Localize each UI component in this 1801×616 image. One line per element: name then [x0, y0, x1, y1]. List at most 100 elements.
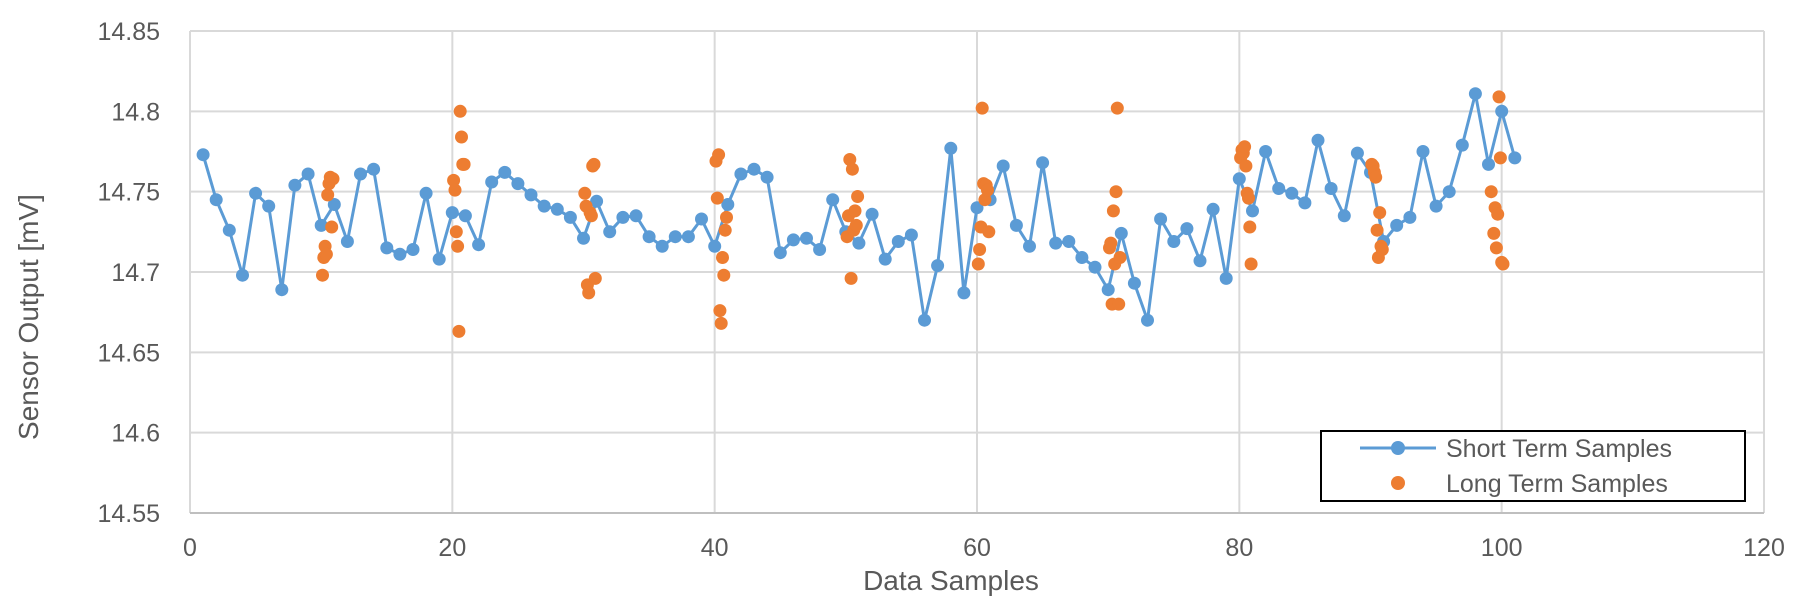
data-point-long-term-samples — [1492, 90, 1506, 104]
data-point-short-term-samples — [668, 230, 682, 244]
data-point-short-term-samples — [786, 233, 800, 247]
data-point-long-term-samples — [1244, 257, 1258, 271]
data-point-short-term-samples — [1285, 186, 1299, 200]
data-point-short-term-samples — [236, 268, 249, 282]
data-point-long-term-samples — [1496, 257, 1510, 271]
legend-label-short-term: Short Term Samples — [1446, 435, 1672, 463]
data-point-long-term-samples — [1110, 101, 1124, 115]
data-point-long-term-samples — [453, 104, 467, 118]
x-axis-title: Data Samples — [863, 565, 1039, 596]
data-point-short-term-samples — [1049, 236, 1063, 250]
data-point-short-term-samples — [380, 241, 394, 255]
data-point-long-term-samples — [457, 157, 471, 171]
data-point-short-term-samples — [1193, 254, 1207, 268]
y-tick-label: 14.75 — [97, 179, 160, 207]
data-point-short-term-samples — [1075, 251, 1089, 264]
data-point-long-term-samples — [718, 223, 732, 237]
data-point-long-term-samples — [578, 186, 592, 200]
data-point-short-term-samples — [957, 286, 971, 300]
data-point-long-term-samples — [1484, 185, 1498, 199]
data-point-long-term-samples — [1491, 207, 1505, 221]
data-point-short-term-samples — [458, 209, 472, 223]
y-tick-labels: 14.55 14.6 14.65 14.7 14.75 14.8 14.85 — [97, 18, 160, 528]
data-point-long-term-samples — [1242, 191, 1255, 205]
data-point-short-term-samples — [616, 210, 630, 224]
data-point-short-term-samples — [1468, 87, 1482, 101]
x-tick-labels: 0 20 40 60 80 100 120 — [183, 534, 1785, 562]
data-point-long-term-samples — [710, 191, 724, 205]
data-point-short-term-samples — [655, 239, 669, 253]
data-point-long-term-samples — [1104, 236, 1118, 250]
x-tick-label: 80 — [1225, 534, 1253, 562]
y-tick-label: 14.6 — [111, 420, 160, 448]
y-tick-label: 14.65 — [97, 339, 160, 367]
data-point-short-term-samples — [970, 201, 984, 215]
data-point-short-term-samples — [340, 235, 354, 248]
data-point-short-term-samples — [222, 223, 236, 237]
data-point-short-term-samples — [301, 167, 315, 181]
data-point-short-term-samples — [1298, 196, 1312, 210]
data-point-short-term-samples — [590, 194, 604, 208]
data-point-short-term-samples — [681, 230, 695, 244]
data-point-long-term-samples — [1369, 170, 1383, 184]
data-point-long-term-samples — [845, 162, 859, 176]
data-point-short-term-samples — [1455, 138, 1469, 152]
data-point-short-term-samples — [1167, 235, 1181, 248]
data-point-short-term-samples — [1180, 222, 1194, 236]
data-point-short-term-samples — [878, 252, 892, 266]
data-point-short-term-samples — [1062, 235, 1076, 248]
data-point-long-term-samples — [1493, 151, 1507, 165]
legend-label-long-term: Long Term Samples — [1446, 470, 1668, 498]
data-point-long-term-samples — [1487, 226, 1501, 240]
data-point-short-term-samples — [773, 246, 787, 260]
data-point-long-term-samples — [981, 183, 994, 197]
data-point-short-term-samples — [721, 198, 735, 211]
data-point-short-term-samples — [1036, 156, 1050, 170]
data-point-short-term-samples — [1114, 226, 1128, 240]
data-point-long-term-samples — [447, 173, 461, 187]
data-point-short-term-samples — [1324, 182, 1338, 195]
x-tick-label: 0 — [183, 534, 197, 562]
data-point-long-term-samples — [849, 218, 863, 232]
data-point-short-term-samples — [498, 165, 512, 179]
data-point-short-term-samples — [1009, 218, 1023, 232]
data-point-long-term-samples — [1112, 297, 1126, 311]
data-point-short-term-samples — [1127, 276, 1141, 290]
data-point-short-term-samples — [537, 199, 551, 213]
data-point-short-term-samples — [1429, 199, 1443, 213]
data-point-short-term-samples — [196, 148, 210, 162]
data-point-short-term-samples — [511, 177, 525, 191]
data-point-short-term-samples — [367, 162, 381, 176]
data-point-long-term-samples — [848, 204, 862, 218]
data-point-short-term-samples — [918, 313, 931, 327]
data-point-short-term-samples — [826, 193, 840, 207]
y-tick-label: 14.7 — [111, 259, 160, 287]
data-point-long-term-samples — [325, 220, 339, 234]
y-tick-label: 14.8 — [111, 98, 160, 126]
data-point-short-term-samples — [904, 228, 918, 242]
data-point-short-term-samples — [314, 218, 328, 232]
legend-marker-long-term — [1391, 476, 1405, 490]
data-point-short-term-samples — [708, 239, 722, 253]
data-point-short-term-samples — [1403, 210, 1417, 224]
data-point-short-term-samples — [1482, 157, 1495, 171]
data-point-short-term-samples — [1219, 271, 1233, 285]
y-axis-title: Sensor Output [mV] — [13, 194, 44, 440]
data-point-short-term-samples — [1088, 260, 1102, 274]
data-point-short-term-samples — [944, 141, 958, 155]
data-point-short-term-samples — [209, 193, 223, 207]
data-point-short-term-samples — [1272, 182, 1286, 195]
data-point-long-term-samples — [1489, 241, 1503, 255]
data-point-short-term-samples — [695, 212, 708, 226]
data-point-long-term-samples — [1370, 223, 1384, 237]
data-point-short-term-samples — [865, 207, 879, 221]
data-point-long-term-samples — [582, 286, 596, 300]
data-point-short-term-samples — [288, 178, 302, 192]
data-point-long-term-samples — [316, 268, 329, 282]
x-tick-label: 60 — [963, 534, 991, 562]
data-point-short-term-samples — [1141, 313, 1154, 327]
data-point-short-term-samples — [262, 199, 276, 213]
data-point-short-term-samples — [931, 259, 945, 273]
